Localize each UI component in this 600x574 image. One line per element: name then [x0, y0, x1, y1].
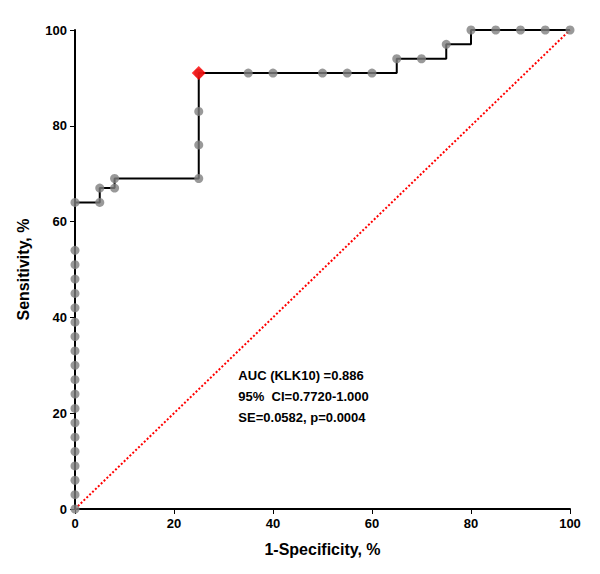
svg-text:100: 100: [45, 23, 67, 38]
svg-text:AUC (KLK10) =0.886: AUC (KLK10) =0.886: [238, 368, 363, 383]
svg-text:SE=0.0582, p=0.0004: SE=0.0582, p=0.0004: [238, 410, 366, 425]
svg-text:60: 60: [53, 214, 67, 229]
svg-text:40: 40: [266, 516, 280, 531]
svg-text:0: 0: [60, 502, 67, 517]
svg-text:20: 20: [167, 516, 181, 531]
svg-text:95% CI=0.7720-1.000: 95% CI=0.7720-1.000: [238, 389, 368, 404]
svg-text:80: 80: [53, 118, 67, 133]
svg-text:40: 40: [53, 310, 67, 325]
svg-text:20: 20: [53, 406, 67, 421]
svg-text:100: 100: [559, 516, 581, 531]
svg-text:60: 60: [365, 516, 379, 531]
svg-text:Sensitivity, %: Sensitivity, %: [15, 219, 32, 321]
svg-text:1-Specificity, %: 1-Specificity, %: [264, 541, 380, 558]
svg-text:80: 80: [464, 516, 478, 531]
svg-text:0: 0: [71, 516, 78, 531]
